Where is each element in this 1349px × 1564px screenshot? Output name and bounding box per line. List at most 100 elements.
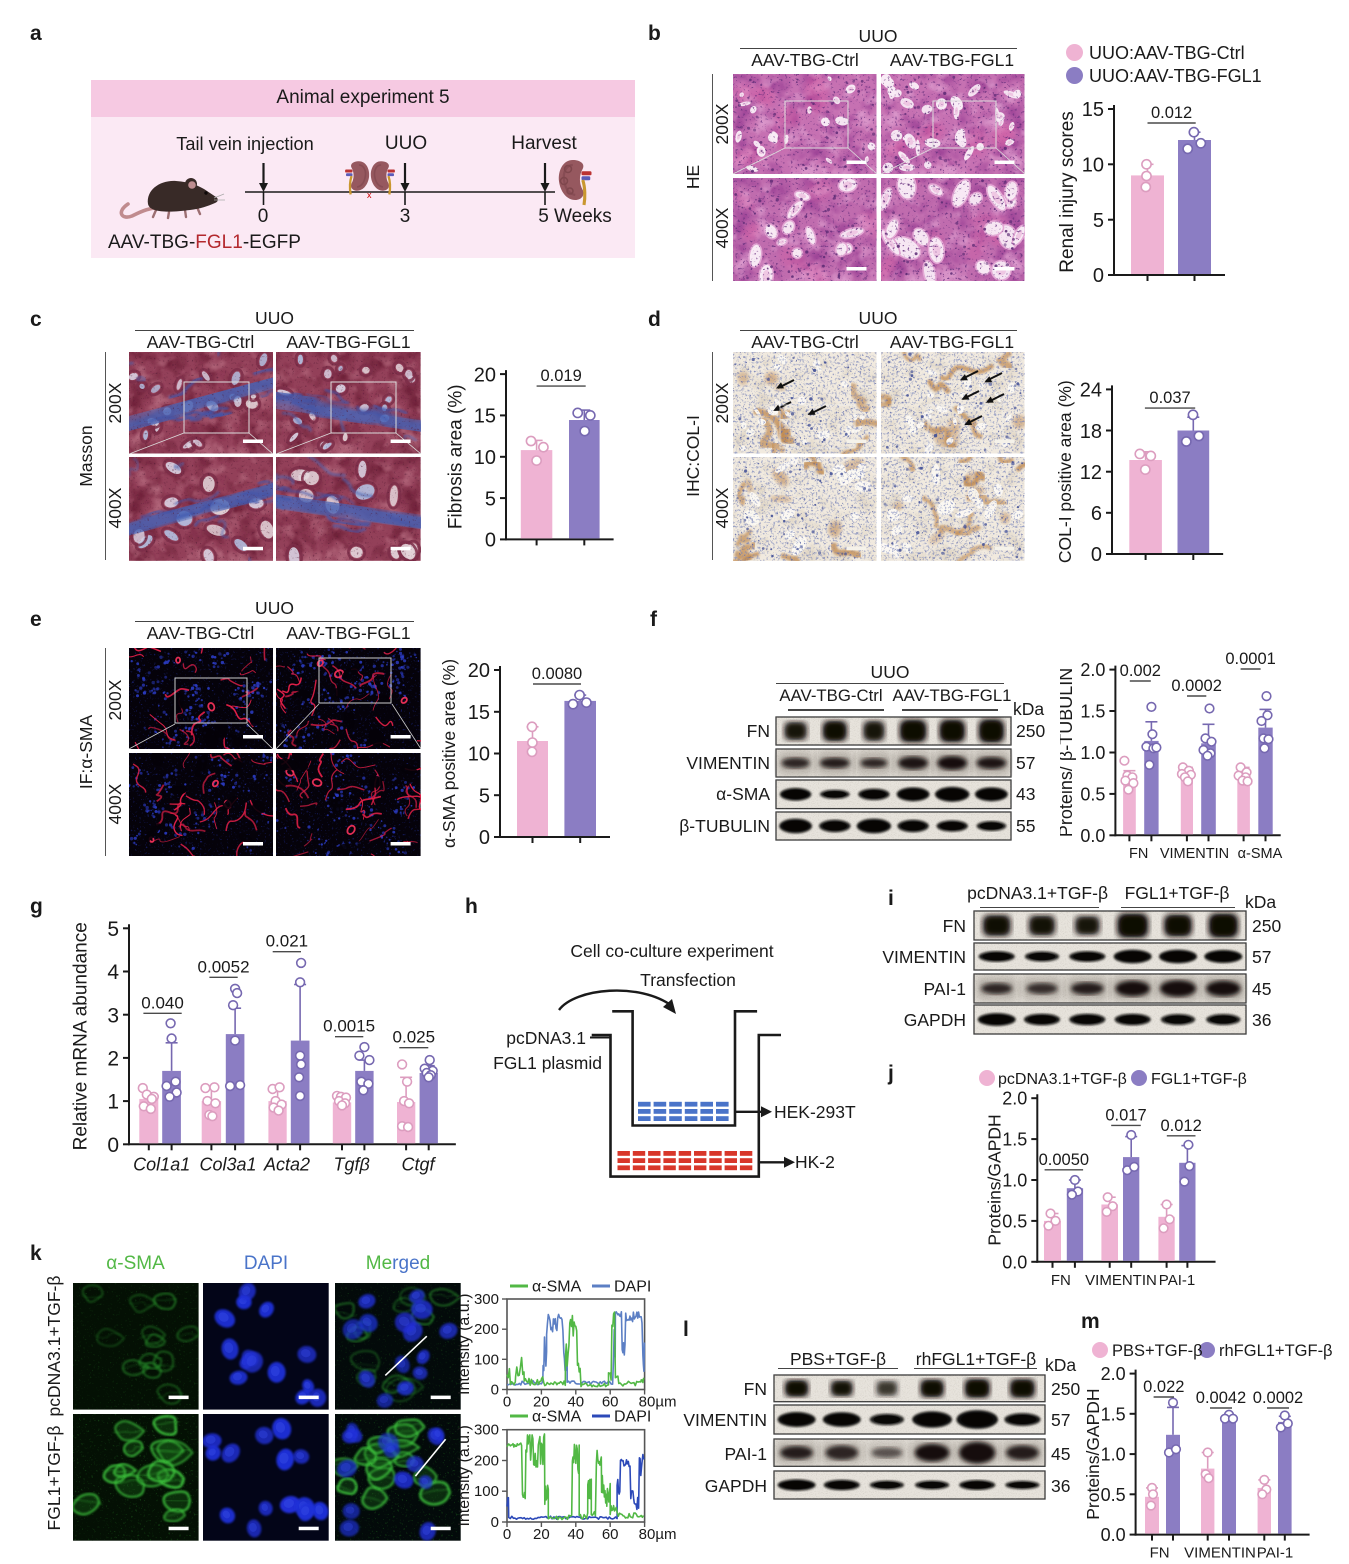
svg-text:40: 40 [567,1394,584,1411]
svg-text:80µm: 80µm [639,1526,677,1543]
svg-text:0.022: 0.022 [1143,1378,1184,1396]
svg-text:0.0080: 0.0080 [532,665,582,683]
svg-text:VIMENTIN: VIMENTIN [1085,1272,1157,1289]
svg-text:0.0002: 0.0002 [1253,1389,1303,1407]
svg-text:2.0: 2.0 [1002,1090,1027,1109]
svg-text:1.5: 1.5 [1080,702,1105,722]
svg-text:Relative mRNA abundance: Relative mRNA abundance [71,922,92,1150]
svg-text:60: 60 [602,1394,619,1411]
svg-text:0.019: 0.019 [541,367,582,385]
svg-text:Intensity (a.u.): Intensity (a.u.) [456,1425,473,1526]
svg-text:α-SMA: α-SMA [532,1280,582,1296]
svg-text:0: 0 [485,530,496,552]
svg-text:0.5: 0.5 [1080,784,1105,804]
svg-text:20: 20 [468,660,490,682]
svg-text:Ctgf: Ctgf [401,1154,436,1174]
svg-text:α-SMA: α-SMA [532,1410,582,1426]
svg-text:0.0001: 0.0001 [1225,650,1275,668]
svg-text:FN: FN [1129,846,1148,862]
svg-text:1: 1 [107,1091,119,1114]
svg-text:20: 20 [533,1526,550,1543]
svg-text:Proteins/ β-TUBULIN: Proteins/ β-TUBULIN [1060,668,1076,837]
svg-text:10: 10 [1082,155,1104,177]
svg-text:Acta2: Acta2 [263,1154,310,1174]
svg-text:5: 5 [1093,210,1104,232]
svg-text:100: 100 [474,1351,499,1368]
svg-text:0.012: 0.012 [1161,1117,1202,1135]
svg-text:0.0: 0.0 [1002,1252,1027,1272]
svg-text:Proteins/GAPDH: Proteins/GAPDH [1083,1388,1103,1519]
svg-text:0.0052: 0.0052 [198,957,250,976]
svg-text:0.021: 0.021 [266,932,309,951]
svg-text:DAPI: DAPI [614,1280,651,1296]
svg-text:FN: FN [1150,1545,1170,1562]
svg-text:α-SMA positive area (%): α-SMA positive area (%) [440,660,459,848]
svg-text:0: 0 [503,1394,511,1411]
svg-text:0: 0 [1091,544,1102,566]
svg-text:300: 300 [474,1422,499,1439]
svg-text:1.0: 1.0 [1080,743,1105,763]
svg-text:COL-I positive area (%): COL-I positive area (%) [1055,380,1075,563]
svg-text:15: 15 [1082,99,1104,121]
svg-text:0.0: 0.0 [1080,826,1105,846]
svg-text:15: 15 [468,702,490,724]
svg-text:DAPI: DAPI [614,1410,651,1426]
svg-text:VIMENTIN: VIMENTIN [1160,846,1229,862]
svg-text:2.0: 2.0 [1080,660,1105,680]
svg-text:100: 100 [474,1483,499,1500]
svg-text:0.0042: 0.0042 [1196,1389,1246,1407]
svg-text:300: 300 [474,1291,499,1308]
svg-text:0.0050: 0.0050 [1039,1151,1089,1169]
svg-text:VIMENTIN: VIMENTIN [1184,1545,1256,1562]
svg-text:15: 15 [474,406,496,428]
svg-text:0.5: 0.5 [1002,1211,1027,1231]
svg-text:5: 5 [485,488,496,510]
svg-text:3: 3 [107,1004,119,1027]
svg-text:0.5: 0.5 [1101,1485,1126,1505]
svg-text:10: 10 [474,447,496,469]
svg-text:Intensity (a.u.): Intensity (a.u.) [456,1294,473,1395]
svg-text:0.0: 0.0 [1101,1525,1126,1545]
svg-text:10: 10 [468,744,490,766]
svg-text:0.037: 0.037 [1149,389,1190,407]
svg-text:5: 5 [107,918,119,941]
svg-text:Tgfβ: Tgfβ [334,1154,370,1174]
svg-text:80µm: 80µm [639,1394,677,1411]
svg-text:6: 6 [1091,503,1102,525]
svg-text:0: 0 [491,1382,499,1399]
svg-text:200: 200 [474,1453,499,1470]
svg-text:α-SMA: α-SMA [1238,846,1283,862]
svg-text:1.0: 1.0 [1002,1171,1027,1191]
svg-text:1.0: 1.0 [1101,1445,1126,1465]
svg-text:0: 0 [1093,265,1104,287]
svg-text:2.0: 2.0 [1101,1365,1126,1384]
svg-text:FN: FN [1051,1272,1071,1289]
svg-text:40: 40 [567,1526,584,1543]
svg-text:PAI-1: PAI-1 [1257,1545,1293,1562]
svg-text:Col3a1: Col3a1 [199,1154,256,1174]
svg-text:12: 12 [1080,462,1102,484]
svg-text:24: 24 [1080,380,1102,402]
svg-text:0.025: 0.025 [393,1028,436,1047]
svg-text:200: 200 [474,1321,499,1338]
svg-text:4: 4 [107,961,119,984]
svg-text:18: 18 [1080,421,1102,443]
svg-text:x: x [367,190,372,200]
svg-text:1.5: 1.5 [1002,1130,1027,1150]
svg-text:PAI-1: PAI-1 [1159,1272,1195,1289]
svg-text:0.002: 0.002 [1120,662,1161,680]
svg-text:0: 0 [479,827,490,849]
svg-text:0.040: 0.040 [141,993,184,1012]
svg-text:20: 20 [474,364,496,386]
svg-text:0: 0 [107,1134,119,1157]
svg-text:0.0015: 0.0015 [323,1017,375,1036]
svg-text:0: 0 [491,1514,499,1531]
svg-text:Col1a1: Col1a1 [133,1154,190,1174]
svg-text:Fibrosis area (%): Fibrosis area (%) [446,384,467,529]
svg-text:5: 5 [479,785,490,807]
svg-text:60: 60 [602,1526,619,1543]
svg-text:Renal injury scores: Renal injury scores [1057,111,1078,273]
svg-text:2: 2 [107,1048,119,1071]
svg-text:0.017: 0.017 [1105,1106,1146,1124]
svg-text:20: 20 [533,1394,550,1411]
